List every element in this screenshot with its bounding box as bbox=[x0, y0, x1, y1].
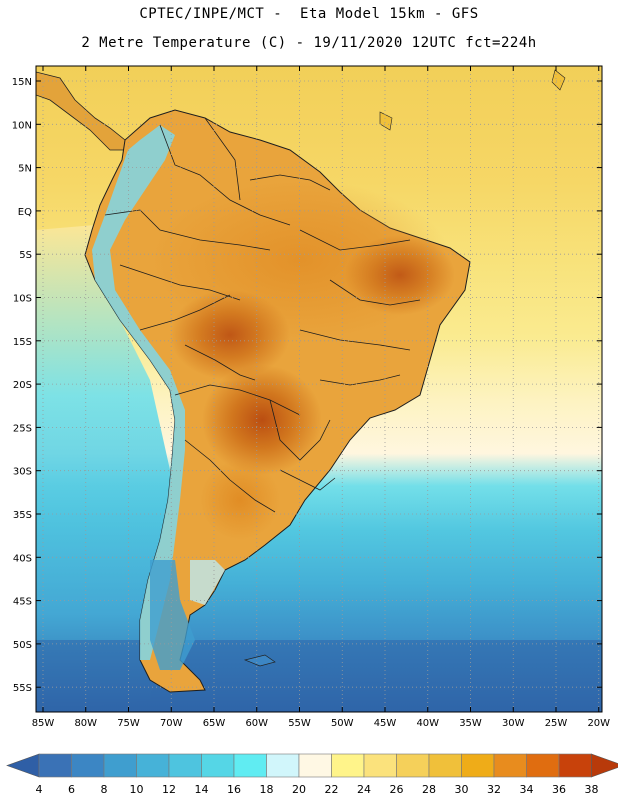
legend-swatch bbox=[168, 753, 202, 778]
map-title-line-1: CPTEC/INPE/MCT - Eta Model 15km - GFS bbox=[139, 6, 479, 22]
legend-swatch bbox=[71, 753, 105, 778]
legend-swatch bbox=[298, 753, 332, 778]
legend-value: 10 bbox=[130, 783, 144, 796]
legend-value: 34 bbox=[520, 783, 534, 796]
lon-label: 65W bbox=[203, 718, 226, 729]
legend-value: 26 bbox=[390, 783, 404, 796]
legend-swatch bbox=[461, 753, 495, 778]
legend-swatch bbox=[558, 753, 592, 778]
lat-label: 10N bbox=[12, 120, 32, 131]
lat-label: 50S bbox=[13, 640, 32, 651]
legend-value: 18 bbox=[260, 783, 274, 796]
legend-swatch bbox=[201, 753, 235, 778]
country-borders bbox=[104, 117, 421, 513]
lon-label: 20W bbox=[587, 718, 610, 729]
map-frame bbox=[35, 65, 603, 713]
lat-label: 30S bbox=[13, 467, 32, 478]
lon-label: 55W bbox=[288, 718, 311, 729]
lat-label: 40S bbox=[13, 553, 32, 564]
lat-label: EQ bbox=[18, 207, 32, 218]
legend-arrow-low bbox=[6, 753, 40, 778]
lat-label: 15S bbox=[13, 337, 32, 348]
patagonia-plateau bbox=[190, 560, 225, 605]
lon-label: 85W bbox=[32, 718, 55, 729]
lon-label: 70W bbox=[160, 718, 183, 729]
legend-swatch bbox=[233, 753, 267, 778]
lat-label: 20S bbox=[13, 380, 32, 391]
legend-value: 4 bbox=[36, 783, 43, 796]
legend-swatch bbox=[396, 753, 430, 778]
legend-value: 22 bbox=[325, 783, 339, 796]
legend-swatch bbox=[38, 753, 72, 778]
lon-label: 30W bbox=[502, 718, 525, 729]
legend-swatch bbox=[266, 753, 300, 778]
legend-value: 16 bbox=[227, 783, 241, 796]
falkland-islands bbox=[243, 654, 276, 667]
lon-label: 75W bbox=[117, 718, 140, 729]
color-scale-legend: 4 6 8 10 12 14 16 18 20 22 24 26 28 30 32 34 36 38 bbox=[6, 753, 618, 796]
legend-value: 20 bbox=[292, 783, 306, 796]
lon-label: 80W bbox=[74, 718, 97, 729]
lon-label: 35W bbox=[459, 718, 482, 729]
lat-label: 35S bbox=[13, 510, 32, 521]
legend-value: 14 bbox=[195, 783, 209, 796]
lon-label: 40W bbox=[416, 718, 439, 729]
southern-ocean-band bbox=[36, 640, 602, 712]
legend-value: 30 bbox=[455, 783, 469, 796]
legend-swatch bbox=[428, 753, 462, 778]
pampas-warm-zone bbox=[200, 460, 280, 540]
lon-label: 60W bbox=[245, 718, 268, 729]
lat-label: 5S bbox=[19, 250, 32, 261]
lon-label: 25W bbox=[545, 718, 568, 729]
lon-label: 45W bbox=[374, 718, 397, 729]
chaco-hot-zone bbox=[202, 365, 322, 475]
mato-grosso-hot-zone bbox=[170, 290, 290, 380]
lat-label: 45S bbox=[13, 597, 32, 608]
legend-value: 32 bbox=[487, 783, 501, 796]
longitude-labels: 85W 80W 75W 70W 65W 60W 55W 50W 45W 40W 35W 30W 25W 2… bbox=[32, 66, 610, 729]
legend-value: 28 bbox=[422, 783, 436, 796]
legend-value: 8 bbox=[101, 783, 108, 796]
lat-label: 25S bbox=[13, 423, 32, 434]
lat-label: 10S bbox=[13, 294, 32, 305]
legend-value: 6 bbox=[68, 783, 75, 796]
atlantic-island bbox=[551, 69, 566, 91]
patagonia-andes-cold bbox=[150, 560, 195, 670]
lat-label: 15N bbox=[12, 77, 32, 88]
caribbean-island bbox=[379, 111, 393, 131]
legend-value: 38 bbox=[585, 783, 599, 796]
map-title-line-2: 2 Metre Temperature (C) - 19/11/2020 12U… bbox=[81, 35, 537, 51]
latitude-labels: 15N 10N 5N EQ 5S 10S 15S 20S 25S 30S 35S 40S 45S 50S 5… bbox=[12, 77, 602, 694]
legend-swatch bbox=[493, 753, 527, 778]
lat-label: 5N bbox=[18, 164, 32, 175]
lat-label: 55S bbox=[13, 683, 32, 694]
legend-swatch bbox=[363, 753, 397, 778]
legend-value: 36 bbox=[552, 783, 566, 796]
legend-swatch bbox=[103, 753, 137, 778]
lon-label: 50W bbox=[331, 718, 354, 729]
legend-swatch bbox=[526, 753, 560, 778]
legend-arrow-high bbox=[591, 753, 618, 778]
legend-swatch bbox=[136, 753, 170, 778]
legend-value: 12 bbox=[162, 783, 176, 796]
pacific-cool-band bbox=[36, 225, 170, 712]
legend-swatch bbox=[331, 753, 365, 778]
legend-value: 24 bbox=[357, 783, 371, 796]
